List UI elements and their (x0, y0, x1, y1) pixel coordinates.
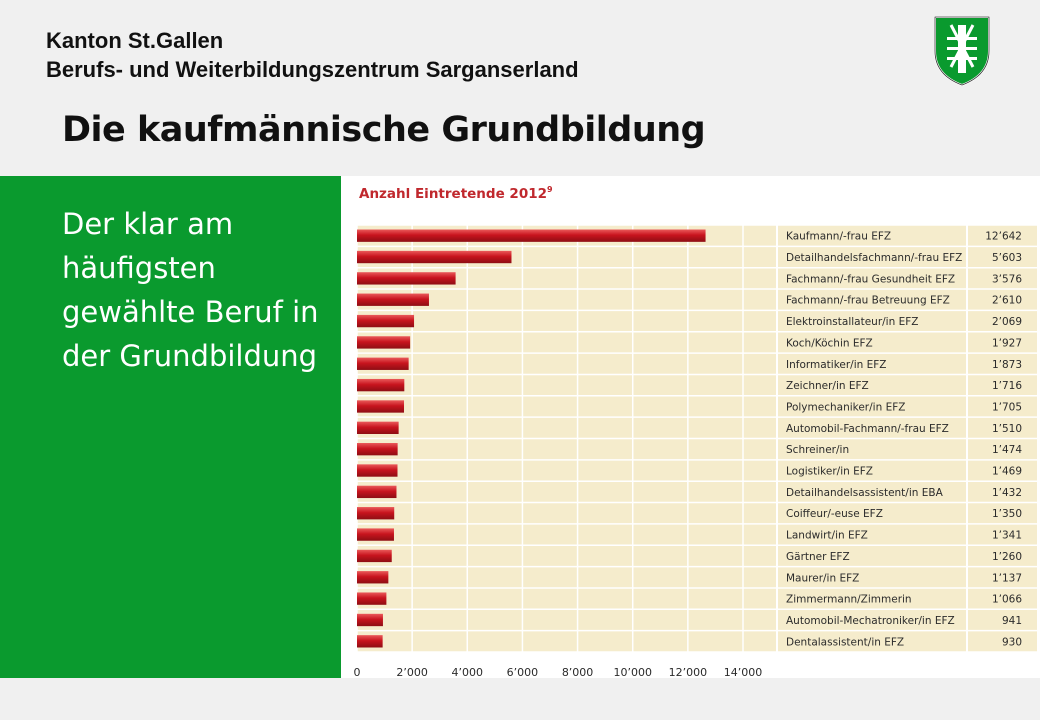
category-label: Logistiker/in EFZ (786, 466, 873, 478)
bar (357, 549, 392, 563)
value-label: 1’066 (992, 594, 1022, 606)
bar (357, 464, 398, 477)
value-label: 1’260 (992, 551, 1022, 563)
bar (357, 400, 405, 413)
value-label: 1’469 (992, 466, 1022, 478)
category-label: Detailhandelsassistent/in EBA (786, 487, 944, 499)
chart-panel: Anzahl Eintretende 20129 Kaufmann/-frau … (341, 176, 1040, 679)
bar (357, 272, 456, 285)
category-label: Detailhandelsfachmann/-frau EFZ (786, 252, 962, 264)
value-label: 3’576 (992, 273, 1022, 285)
category-label: Zimmermann/Zimmerin (786, 594, 912, 606)
category-label: Informatiker/in EFZ (786, 359, 887, 371)
bar (357, 571, 389, 584)
x-tick-label: 4’000 (452, 666, 484, 678)
sidebar-panel (0, 176, 341, 678)
value-label: 1’716 (992, 380, 1022, 392)
value-label: 1’705 (992, 401, 1022, 413)
st-gallen-coat-of-arms-icon (934, 16, 990, 87)
value-label: 930 (1002, 636, 1022, 648)
value-label: 1’873 (992, 359, 1022, 371)
x-tick-label: 6’000 (507, 666, 539, 678)
page-title: Die kaufmännische Grundbildung (62, 110, 706, 150)
x-tick-label: 8’000 (562, 666, 594, 678)
category-label: Koch/Köchin EFZ (786, 337, 873, 349)
value-label: 941 (1002, 615, 1022, 627)
x-tick-label: 0 (354, 666, 361, 678)
category-label: Schreiner/in (786, 444, 849, 456)
category-label: Gärtner EFZ (786, 551, 850, 563)
bar (357, 336, 411, 349)
bar (357, 421, 399, 434)
category-label: Automobil-Mechatroniker/in EFZ (786, 615, 955, 627)
value-label: 1’474 (992, 444, 1022, 456)
value-label: 1’137 (992, 572, 1022, 584)
value-label: 12’642 (985, 231, 1022, 243)
sidebar-text: Der klar am häufigsten gewählte Beruf in… (62, 207, 319, 373)
value-label: 1’350 (992, 508, 1022, 520)
bar (357, 528, 394, 541)
footer-band (0, 678, 1040, 720)
chart-title-superscript: 9 (547, 185, 553, 194)
bar (357, 250, 512, 264)
value-label: 1’510 (992, 423, 1022, 435)
category-label: Zeichner/in EFZ (786, 380, 869, 392)
x-tick-label: 2’000 (396, 666, 428, 678)
bar (357, 443, 398, 456)
bar (357, 507, 395, 520)
bar (357, 357, 409, 370)
org-line-canton: Kanton St.Gallen (46, 28, 224, 53)
chart-title: Anzahl Eintretende 20129 (359, 185, 553, 202)
bar (357, 314, 415, 328)
bar (357, 592, 387, 605)
category-label: Coiffeur/-euse EFZ (786, 508, 883, 520)
bar (357, 485, 397, 499)
plot-area: Kaufmann/-frau EFZ 12’642 Detailhandelsfac… (354, 224, 1037, 679)
bar (357, 378, 405, 392)
value-label: 2’069 (992, 316, 1022, 328)
value-label: 1’432 (992, 487, 1022, 499)
bar (357, 613, 383, 627)
value-label: 1’341 (992, 530, 1022, 542)
bar (357, 635, 383, 648)
value-label: 1’927 (992, 337, 1022, 349)
x-tick-label: 10’000 (613, 666, 652, 678)
category-label: Dentalassistent/in EFZ (786, 636, 904, 648)
org-header: Kanton St.Gallen Berufs- und Weiterbildu… (46, 26, 579, 84)
x-tick-label: 12’000 (669, 666, 708, 678)
value-label: 5’603 (992, 252, 1022, 264)
category-label: Polymechaniker/in EFZ (786, 401, 905, 413)
category-label: Kaufmann/-frau EFZ (786, 231, 891, 243)
org-line-school: Berufs- und Weiterbildungszentrum Sargan… (46, 57, 579, 82)
category-label: Fachmann/-frau Gesundheit EFZ (786, 273, 955, 285)
x-tick-label: 14’000 (724, 666, 763, 678)
category-label: Elektroinstallateur/in EFZ (786, 316, 918, 328)
value-label: 2’610 (992, 295, 1022, 307)
bar-chart: Anzahl Eintretende 20129 Kaufmann/-frau … (354, 185, 1037, 679)
category-label: Landwirt/in EFZ (786, 530, 868, 542)
chart-title-text: Anzahl Eintretende 2012 (359, 186, 547, 202)
bar (357, 293, 429, 306)
bar (357, 229, 706, 242)
category-label: Fachmann/-frau Betreuung EFZ (786, 295, 950, 307)
category-label: Maurer/in EFZ (786, 572, 859, 584)
category-label: Automobil-Fachmann/-frau EFZ (786, 423, 949, 435)
